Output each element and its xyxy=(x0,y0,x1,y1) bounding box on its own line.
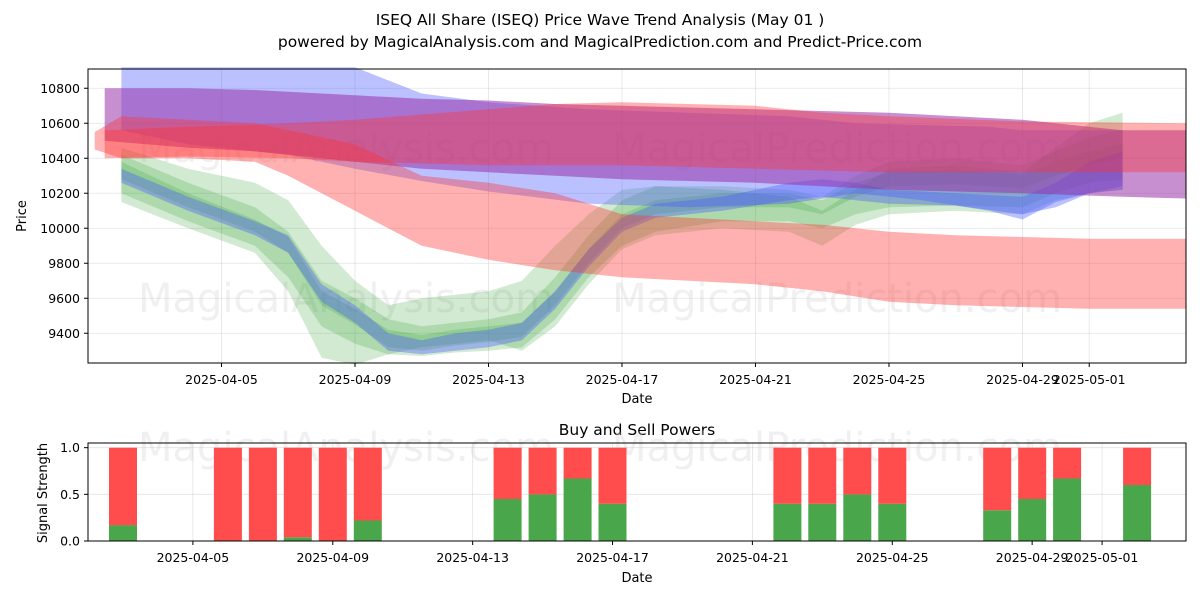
buy-bar xyxy=(1053,478,1082,541)
buy-bar xyxy=(493,499,522,541)
buy-bar xyxy=(283,537,312,541)
buy-bar xyxy=(528,494,557,541)
sell-bar xyxy=(1053,447,1082,479)
buy-bar xyxy=(353,520,382,541)
price-band-red xyxy=(104,102,1187,173)
buy-bar xyxy=(1123,485,1152,541)
main-plot-frame xyxy=(87,68,1187,364)
main-y-axis-label: Price xyxy=(15,200,30,232)
main-x-tick-label: 2025-04-21 xyxy=(719,372,792,387)
signal-bars xyxy=(109,447,1152,541)
signal-y-axis-label: Signal Strength xyxy=(36,443,51,543)
main-y-tick-label: 10200 xyxy=(40,186,80,201)
sell-bar xyxy=(808,447,837,504)
chart-title: ISEQ All Share (ISEQ) Price Wave Trend A… xyxy=(376,11,825,29)
main-y-tick-label: 10600 xyxy=(40,116,80,131)
buy-bar xyxy=(773,503,802,541)
watermark-text: MagicalAnalysis.com xyxy=(138,276,554,322)
main-x-tick-label: 2025-04-29 xyxy=(986,372,1059,387)
signal-x-tick-label: 2025-04-29 xyxy=(996,550,1069,565)
main-x-tick-label: 2025-04-09 xyxy=(319,372,392,387)
sell-bar xyxy=(353,447,382,521)
main-x-ticks: 2025-04-05 2025-04-09 2025-04-13 2025-04-17… xyxy=(185,363,1126,387)
price-band-red xyxy=(94,116,1187,309)
sell-bar xyxy=(109,447,137,526)
sell-bar xyxy=(563,447,592,479)
sell-bar xyxy=(843,447,872,495)
main-y-tick-label: 9800 xyxy=(48,256,80,271)
price-band-purple xyxy=(104,88,1187,199)
sell-bar xyxy=(878,447,907,504)
main-y-tick-label: 10400 xyxy=(40,151,80,166)
main-y-ticks: 9400 9600 9800 10000 10200 10400 10600 10800 xyxy=(40,81,88,341)
signal-x-tick-label: 2025-05-01 xyxy=(1066,550,1139,565)
main-bands xyxy=(94,67,1187,365)
main-x-tick-label: 2025-05-01 xyxy=(1053,372,1126,387)
signal-x-tick-label: 2025-04-05 xyxy=(157,550,230,565)
buy-bar xyxy=(808,503,837,541)
price-band-blue xyxy=(121,151,1123,355)
sell-bar xyxy=(598,447,627,504)
main-x-tick-label: 2025-04-25 xyxy=(853,372,926,387)
main-x-tick-label: 2025-04-13 xyxy=(452,372,525,387)
main-y-tick-label: 10800 xyxy=(40,81,80,96)
watermark-text: MagicalPrediction.com xyxy=(612,276,1062,322)
main-y-tick-label: 10000 xyxy=(40,221,80,236)
buy-bar xyxy=(598,503,627,541)
buy-bar xyxy=(109,525,137,541)
buy-bar xyxy=(878,503,907,541)
buy-bar xyxy=(843,494,872,541)
signal-x-tick-label: 2025-04-21 xyxy=(716,550,789,565)
main-x-tick-label: 2025-04-05 xyxy=(185,372,258,387)
sell-bar xyxy=(248,447,277,541)
signal-x-tick-label: 2025-04-13 xyxy=(436,550,509,565)
sell-bar xyxy=(213,447,242,541)
sell-bar xyxy=(983,447,1012,511)
signal-chart: Buy and Sell Powers MagicalAnalysis.comM… xyxy=(36,421,1187,586)
chart-subtitle: powered by MagicalAnalysis.com and Magic… xyxy=(278,33,922,51)
signal-plot-frame xyxy=(87,442,1187,542)
signal-x-ticks: 2025-04-05 2025-04-09 2025-04-13 2025-04-17… xyxy=(157,541,1139,565)
signal-y-tick-label: 0.0 xyxy=(60,534,80,549)
main-chart: MagicalAnalysis.com MagicalPrediction.com… xyxy=(15,67,1187,407)
main-x-tick-label: 2025-04-17 xyxy=(586,372,659,387)
signal-x-tick-label: 2025-04-25 xyxy=(856,550,929,565)
price-band-green xyxy=(121,112,1123,365)
sell-bar xyxy=(493,447,522,499)
buy-bar xyxy=(1018,499,1047,541)
buy-bar xyxy=(563,478,592,541)
buy-bar xyxy=(983,510,1012,541)
sell-bar xyxy=(283,447,312,538)
sell-bar xyxy=(1123,447,1152,485)
sell-bar xyxy=(528,447,557,495)
signal-y-tick-label: 1.0 xyxy=(60,440,80,455)
signal-y-tick-label: 0.5 xyxy=(60,487,80,502)
sell-bar xyxy=(318,447,347,541)
signal-x-tick-label: 2025-04-17 xyxy=(576,550,649,565)
main-y-tick-label: 9600 xyxy=(48,291,80,306)
signal-x-axis-label: Date xyxy=(621,571,652,586)
main-y-tick-label: 9400 xyxy=(48,326,80,341)
signal-chart-title: Buy and Sell Powers xyxy=(559,421,716,439)
signal-y-ticks: 0.0 0.5 1.0 xyxy=(60,440,88,549)
sell-bar xyxy=(773,447,802,504)
sell-bar xyxy=(1018,447,1047,499)
main-x-axis-label: Date xyxy=(621,392,652,407)
signal-x-tick-label: 2025-04-09 xyxy=(296,550,369,565)
